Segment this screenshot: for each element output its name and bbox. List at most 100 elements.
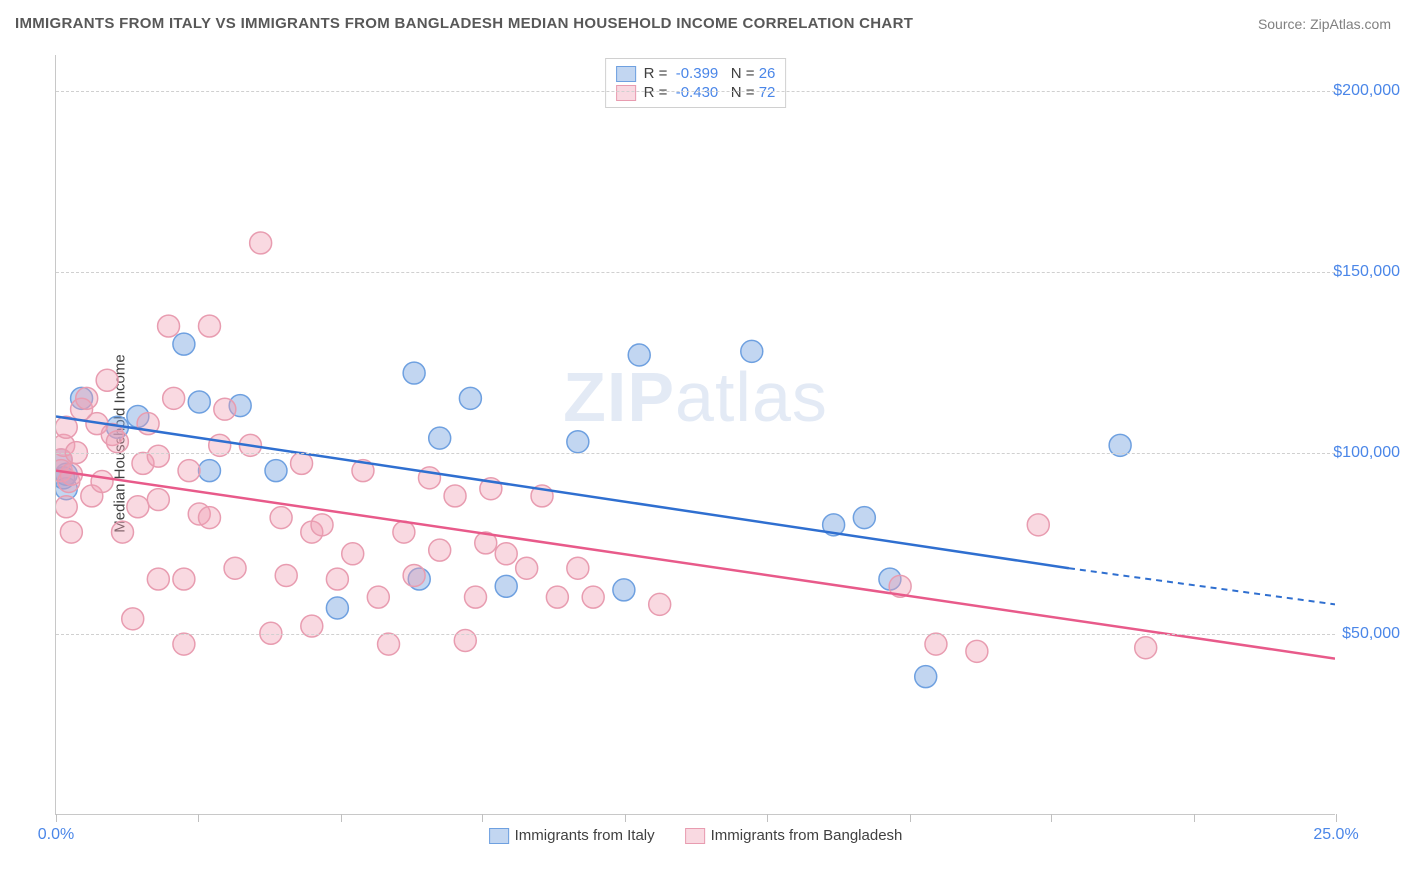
x-tick bbox=[625, 814, 626, 822]
data-point bbox=[1027, 514, 1049, 536]
legend-swatch bbox=[616, 66, 636, 82]
data-point bbox=[60, 521, 82, 543]
data-point bbox=[198, 315, 220, 337]
data-point bbox=[393, 521, 415, 543]
x-tick bbox=[482, 814, 483, 822]
data-point bbox=[173, 333, 195, 355]
data-point bbox=[915, 666, 937, 688]
data-point bbox=[311, 514, 333, 536]
legend-swatch bbox=[616, 85, 636, 101]
y-tick-label: $50,000 bbox=[1342, 625, 1400, 643]
data-point bbox=[367, 586, 389, 608]
data-point bbox=[270, 507, 292, 529]
gridline bbox=[56, 453, 1335, 454]
legend-swatch bbox=[489, 828, 509, 844]
data-point bbox=[122, 608, 144, 630]
chart-container: IMMIGRANTS FROM ITALY VS IMMIGRANTS FROM… bbox=[0, 0, 1406, 892]
plot-area: Median Household Income ZIPatlas R = -0.… bbox=[55, 55, 1335, 815]
data-point bbox=[495, 543, 517, 565]
data-point bbox=[378, 633, 400, 655]
data-point bbox=[198, 507, 220, 529]
data-point bbox=[429, 539, 451, 561]
series-legend-item: Immigrants from Italy bbox=[489, 827, 655, 844]
gridline bbox=[56, 634, 1335, 635]
data-point bbox=[567, 431, 589, 453]
data-point bbox=[265, 460, 287, 482]
data-point bbox=[127, 496, 149, 518]
x-tick bbox=[56, 814, 57, 822]
data-point bbox=[429, 427, 451, 449]
data-point bbox=[546, 586, 568, 608]
data-point bbox=[173, 568, 195, 590]
series-name-label: Immigrants from Italy bbox=[515, 827, 655, 844]
stats-legend-row: R = -0.399 N = 26 bbox=[616, 65, 776, 82]
title-bar: IMMIGRANTS FROM ITALY VS IMMIGRANTS FROM… bbox=[15, 15, 1391, 32]
data-point bbox=[76, 387, 98, 409]
data-point bbox=[326, 597, 348, 619]
data-point bbox=[106, 431, 128, 453]
gridline bbox=[56, 91, 1335, 92]
regression-line-extrapolated bbox=[1069, 568, 1335, 604]
data-point bbox=[925, 633, 947, 655]
data-point bbox=[403, 362, 425, 384]
data-point bbox=[147, 489, 169, 511]
legend-stat: R = -0.399 N = 26 bbox=[644, 65, 776, 82]
data-point bbox=[291, 452, 313, 474]
x-tick bbox=[1194, 814, 1195, 822]
x-tick-label: 0.0% bbox=[38, 826, 74, 844]
x-tick-label: 25.0% bbox=[1313, 826, 1358, 844]
data-point bbox=[250, 232, 272, 254]
x-tick bbox=[1336, 814, 1337, 822]
data-point bbox=[741, 340, 763, 362]
data-point bbox=[403, 564, 425, 586]
data-point bbox=[582, 586, 604, 608]
data-point bbox=[1135, 637, 1157, 659]
data-point bbox=[147, 445, 169, 467]
chart-title: IMMIGRANTS FROM ITALY VS IMMIGRANTS FROM… bbox=[15, 15, 913, 32]
x-tick bbox=[341, 814, 342, 822]
data-point bbox=[342, 543, 364, 565]
stats-legend: R = -0.399 N = 26 R = -0.430 N = 72 bbox=[605, 58, 787, 108]
data-point bbox=[147, 568, 169, 590]
y-tick-label: $100,000 bbox=[1333, 444, 1400, 462]
legend-stat: R = -0.430 N = 72 bbox=[644, 84, 776, 101]
legend-swatch bbox=[685, 828, 705, 844]
series-name-label: Immigrants from Bangladesh bbox=[711, 827, 903, 844]
regression-line bbox=[56, 471, 1335, 659]
data-point bbox=[628, 344, 650, 366]
source-label: Source: ZipAtlas.com bbox=[1258, 16, 1391, 32]
data-point bbox=[224, 557, 246, 579]
data-point bbox=[516, 557, 538, 579]
data-point bbox=[495, 575, 517, 597]
data-point bbox=[465, 586, 487, 608]
data-point bbox=[188, 391, 210, 413]
series-legend: Immigrants from Italy Immigrants from Ban… bbox=[489, 827, 903, 844]
series-legend-item: Immigrants from Bangladesh bbox=[685, 827, 903, 844]
data-point bbox=[214, 398, 236, 420]
data-point bbox=[853, 507, 875, 529]
x-tick bbox=[767, 814, 768, 822]
x-tick bbox=[1051, 814, 1052, 822]
data-point bbox=[459, 387, 481, 409]
data-point bbox=[91, 471, 113, 493]
data-point bbox=[326, 568, 348, 590]
data-point bbox=[96, 369, 118, 391]
data-point bbox=[56, 496, 77, 518]
x-tick bbox=[910, 814, 911, 822]
y-tick-label: $150,000 bbox=[1333, 263, 1400, 281]
data-point bbox=[567, 557, 589, 579]
data-point bbox=[178, 460, 200, 482]
data-point bbox=[158, 315, 180, 337]
y-tick-label: $200,000 bbox=[1333, 82, 1400, 100]
data-point bbox=[163, 387, 185, 409]
data-point bbox=[966, 640, 988, 662]
data-point bbox=[275, 564, 297, 586]
data-point bbox=[173, 633, 195, 655]
data-point bbox=[454, 630, 476, 652]
data-point bbox=[649, 593, 671, 615]
chart-svg bbox=[56, 55, 1335, 814]
stats-legend-row: R = -0.430 N = 72 bbox=[616, 84, 776, 101]
x-tick bbox=[198, 814, 199, 822]
data-point bbox=[613, 579, 635, 601]
gridline bbox=[56, 272, 1335, 273]
